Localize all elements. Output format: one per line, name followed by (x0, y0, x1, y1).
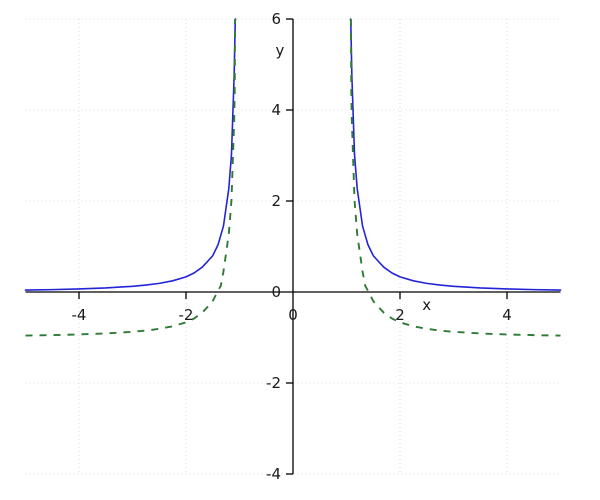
blue-solid-curve (349, 18, 562, 291)
y-tick-label: -2 (266, 374, 281, 392)
y-tick-label: 4 (271, 101, 281, 119)
axis-names: x y (276, 41, 432, 314)
y-tick-label: 2 (271, 192, 281, 210)
axes (25, 19, 561, 474)
curves (24, 18, 562, 337)
x-tick-label: 2 (395, 306, 405, 324)
tick-labels: -4 -2 0 2 4 -4 -2 0 2 4 6 (72, 10, 512, 483)
x-tick-label: 0 (288, 306, 298, 324)
green-dashed-curve (349, 18, 561, 337)
green-dashed-curve (25, 18, 237, 337)
x-tick-label: -4 (72, 306, 87, 324)
x-tick-label: -2 (179, 306, 194, 324)
blue-solid-curve (24, 18, 237, 291)
y-tick-label: 0 (271, 283, 281, 301)
y-tick-label: -4 (266, 465, 281, 483)
x-axis-label: x (422, 296, 431, 314)
y-tick-label: 6 (271, 10, 281, 28)
y-axis-label: y (276, 41, 285, 59)
x-tick-label: 4 (502, 306, 512, 324)
tick-marks (78, 18, 508, 475)
